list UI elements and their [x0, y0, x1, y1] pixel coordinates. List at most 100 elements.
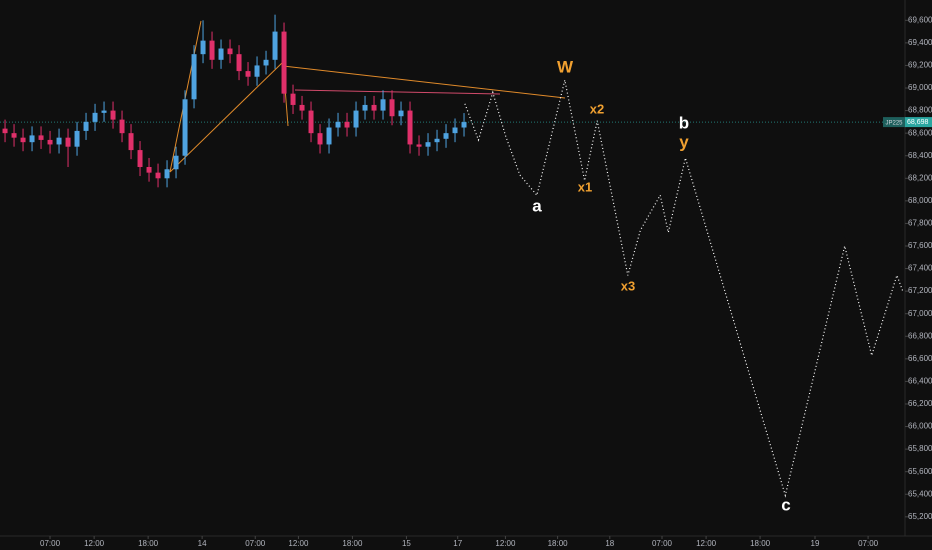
candle-body	[443, 133, 449, 139]
candle-body	[317, 133, 323, 145]
candle-body	[164, 169, 170, 179]
y-tick-label: 68,400	[908, 151, 932, 160]
y-tick-label: 68,200	[908, 173, 932, 182]
y-tick-label: 69,600	[908, 15, 932, 24]
x-tick-label: 07:00	[652, 539, 673, 548]
candle-body	[2, 128, 8, 134]
last-price-tag	[905, 117, 932, 128]
y-tick-label: 67,800	[908, 219, 932, 228]
x-tick-label: 18:00	[342, 539, 363, 548]
y-tick-label: 68,800	[908, 106, 932, 115]
y-tick-label: 68,000	[908, 196, 932, 205]
candle-body	[218, 48, 224, 60]
candle-body	[245, 71, 251, 77]
wave-label: x2	[590, 101, 604, 116]
candle-body	[29, 135, 35, 143]
candle-body	[209, 40, 215, 60]
candle-body	[263, 59, 269, 66]
candle-body	[461, 122, 467, 128]
symbol-tag: JP225	[885, 121, 903, 127]
candle-body	[119, 119, 125, 134]
y-tick-label: 65,400	[908, 489, 932, 498]
y-tick-label: 66,600	[908, 354, 932, 363]
candle-body	[452, 127, 458, 134]
y-tick-label: 69,400	[908, 38, 932, 47]
candle-body	[137, 150, 143, 168]
y-tick-label: 67,000	[908, 309, 932, 318]
wave-label: x3	[621, 278, 635, 293]
plot-area	[0, 14, 905, 498]
candle-body	[20, 137, 26, 143]
candle-body	[290, 93, 296, 105]
projection-path	[464, 79, 904, 498]
y-tick-label: 67,600	[908, 241, 932, 250]
candle-body	[416, 144, 422, 147]
candle-body	[281, 31, 287, 94]
x-tick-label: 18:00	[138, 539, 159, 548]
wave-label: c	[781, 495, 790, 514]
wave-label: y	[679, 132, 689, 151]
trendline	[282, 65, 566, 99]
y-tick-label: 65,200	[908, 512, 932, 521]
candle-body	[182, 99, 188, 156]
trendline	[294, 89, 501, 95]
candle-body	[362, 104, 368, 111]
x-tick-label: 07:00	[245, 539, 266, 548]
last-price-label: 68,698	[907, 119, 929, 126]
wave-label: x1	[578, 179, 592, 194]
x-tick-label: 14	[198, 539, 207, 548]
candle-body	[434, 138, 440, 143]
candle-body	[353, 110, 359, 128]
candle-body	[398, 110, 404, 117]
y-tick-label: 67,400	[908, 264, 932, 273]
y-tick-label: 69,200	[908, 61, 932, 70]
y-tick-label: 66,000	[908, 422, 932, 431]
wave-label: a	[532, 196, 542, 215]
candle-body	[389, 99, 395, 117]
candle-body	[74, 130, 80, 147]
candle-body	[56, 137, 62, 145]
candle-body	[110, 110, 116, 120]
y-tick-label: 65,800	[908, 444, 932, 453]
candle-body	[83, 121, 89, 131]
trendline	[169, 61, 284, 173]
candle-body	[47, 139, 53, 145]
x-tick-label: 07:00	[40, 539, 61, 548]
y-tick-label: 65,600	[908, 467, 932, 476]
candle-body	[101, 110, 107, 113]
candle-body	[299, 104, 305, 111]
x-tick-label: 18:00	[750, 539, 771, 548]
wave-label: b	[679, 113, 689, 132]
wave-label: W	[557, 57, 574, 76]
x-tick-label: 19	[811, 539, 820, 548]
x-tick-label: 12:00	[288, 539, 309, 548]
x-tick-label: 15	[402, 539, 411, 548]
candle-body	[173, 155, 179, 170]
x-tick-label: 07:00	[858, 539, 879, 548]
candle-body	[191, 54, 197, 100]
x-tick-label: 17	[453, 539, 462, 548]
y-tick-label: 66,800	[908, 331, 932, 340]
x-tick-label: 12:00	[84, 539, 105, 548]
candle-body	[92, 112, 98, 122]
candle-body	[272, 31, 278, 60]
candle-body	[326, 127, 332, 145]
y-tick-label: 69,000	[908, 83, 932, 92]
candle-body	[11, 133, 17, 138]
candle-body	[371, 104, 377, 111]
y-tick-label: 66,400	[908, 377, 932, 386]
candle-body	[344, 121, 350, 128]
candle-body	[128, 133, 134, 151]
candle-body	[308, 110, 314, 134]
candle-body	[200, 40, 206, 55]
x-tick-label: 12:00	[495, 539, 516, 548]
x-tick-label: 12:00	[696, 539, 717, 548]
y-tick-label: 68,600	[908, 128, 932, 137]
candle-body	[227, 48, 233, 55]
symbol-tag-bg	[883, 117, 905, 128]
x-tick-label: 18:00	[548, 539, 569, 548]
candle-body	[155, 172, 161, 179]
candle-body	[380, 99, 386, 111]
